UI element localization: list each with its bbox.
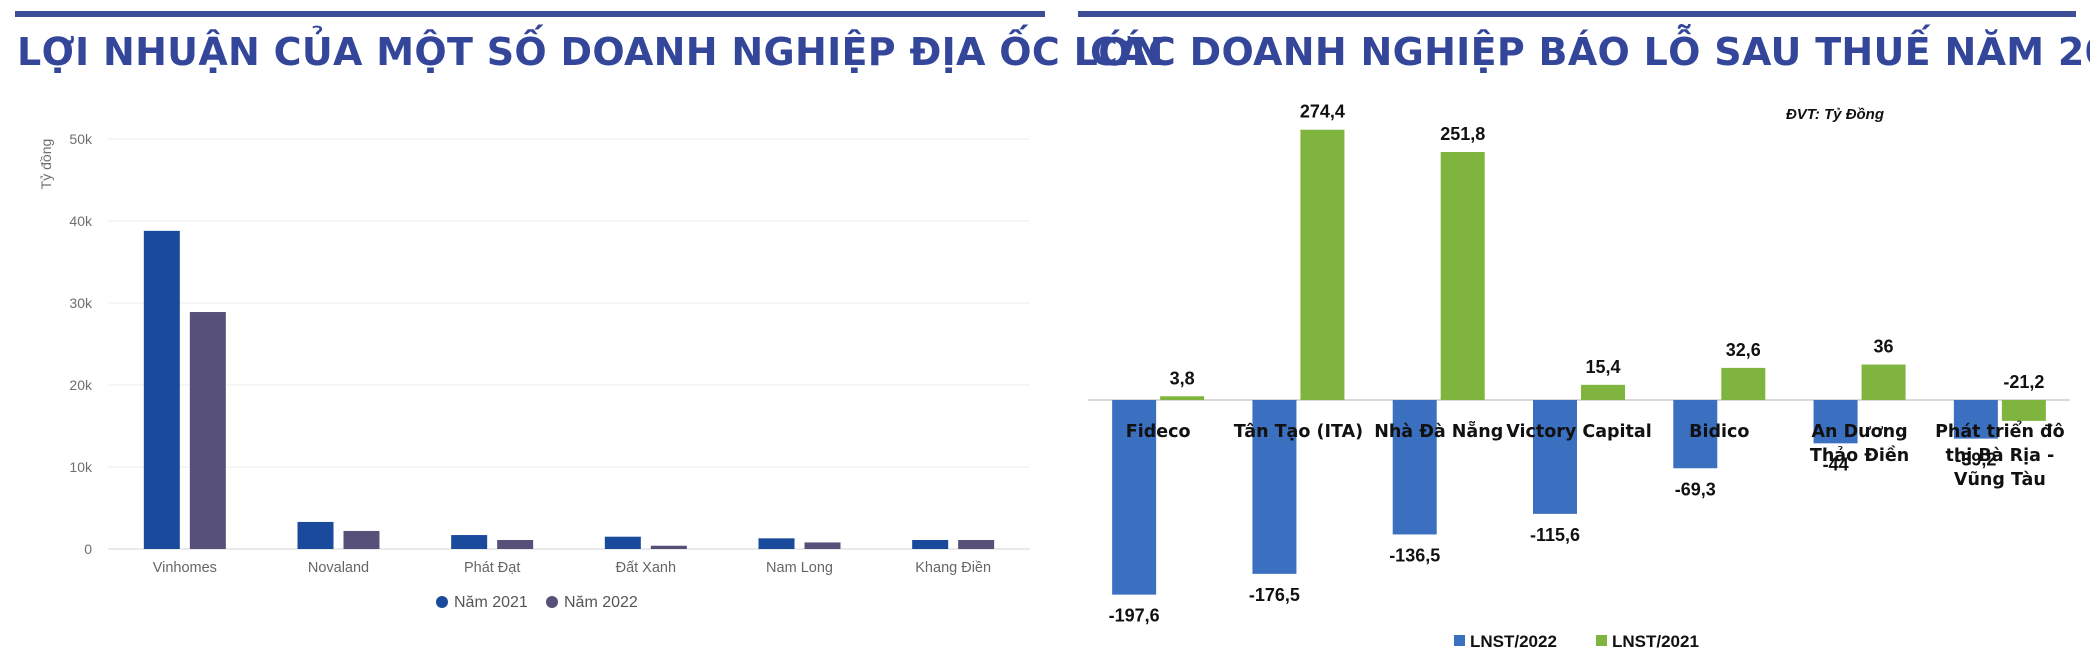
bar-lnst-2021-nha-da-nang — [1440, 151, 1485, 400]
legend-label: Năm 2021 — [454, 594, 528, 611]
y-tick-label: 50k — [69, 131, 93, 147]
bar-nam-2021-novaland — [297, 521, 334, 549]
x-tick-label: Phát Đạt — [464, 560, 520, 576]
x-tick-label: Đất Xanh — [616, 560, 676, 576]
legend-label: LNST/2022 — [1470, 632, 1557, 651]
bar-lnst-2022-victory-capital — [1533, 400, 1577, 514]
x-tick-label: Vinhomes — [153, 560, 217, 576]
data-label: -39,2 — [1955, 450, 1996, 470]
data-label: 3,8 — [1170, 368, 1195, 388]
bar-lnst-2021-tan-tao-ita — [1300, 129, 1345, 400]
x-tick-label: thị Bà Rịa - — [1945, 446, 2054, 466]
bar-nam-2022-khang-dien — [958, 539, 995, 549]
left-chart-title: LỢI NHUẬN CỦA MỘT SỐ DOANH NGHIỆP ĐỊA ỐC… — [17, 30, 1164, 74]
x-tick-label: Nam Long — [766, 560, 833, 576]
bar-lnst-2021-phat-trien-do-thi-ba-ria-vung-tau — [2001, 400, 2046, 421]
data-label: -44 — [1823, 454, 1849, 474]
legend-marker-lnst-2021 — [1596, 635, 1607, 646]
bar-lnst-2022-phat-trien-do-thi-ba-ria-vung-tau — [1953, 400, 1998, 439]
bar-lnst-2022-fideco — [1112, 400, 1157, 595]
bar-lnst-2022-nha-da-nang — [1392, 400, 1437, 535]
data-label: -69,3 — [1675, 479, 1716, 499]
right-chart-title: CÁC DOANH NGHIỆP BÁO LỖ SAU THUẾ NĂM 202… — [1090, 30, 2090, 74]
data-label: -21,2 — [2003, 372, 2044, 392]
data-label: -197,6 — [1109, 606, 1160, 626]
legend-marker-nam-2022 — [546, 596, 558, 608]
x-tick-label: Victory Capital — [1506, 422, 1651, 442]
data-label: 15,4 — [1585, 357, 1620, 377]
bar-nam-2022-dat-xanh — [650, 545, 687, 549]
right-title-rule — [1078, 11, 2076, 17]
legend-label: Năm 2022 — [564, 594, 638, 611]
y-tick-label: 20k — [69, 377, 93, 393]
data-label: 274,4 — [1300, 102, 1345, 122]
y-tick-label: 40k — [69, 213, 93, 229]
bar-lnst-2022-an-duong-thao-dien — [1813, 400, 1858, 444]
y-tick-label: 10k — [69, 459, 93, 475]
x-tick-label: Bidico — [1689, 422, 1749, 442]
bar-lnst-2021-victory-capital — [1581, 384, 1625, 400]
x-tick-label: Khang Điền — [915, 560, 991, 576]
x-tick-label: An Dương — [1812, 422, 1908, 442]
bar-nam-2022-vinhomes — [189, 312, 226, 549]
bar-nam-2022-phat-dat — [497, 539, 534, 549]
bar-nam-2021-khang-dien — [912, 539, 949, 549]
legend-marker-lnst-2022 — [1454, 635, 1465, 646]
bar-nam-2021-dat-xanh — [604, 536, 641, 549]
data-label: -115,6 — [1530, 525, 1580, 545]
x-tick-label: Novaland — [308, 560, 369, 576]
legend-marker-nam-2021 — [436, 596, 448, 608]
bar-nam-2021-vinhomes — [143, 230, 180, 549]
bar-nam-2022-nam-long — [804, 542, 841, 549]
x-tick-label: Nhà Đà Nẵng — [1374, 420, 1503, 442]
legend-label: LNST/2021 — [1612, 632, 1699, 651]
x-tick-label: Thảo Điền — [1810, 445, 1909, 466]
data-label: 251,8 — [1440, 124, 1485, 144]
y-tick-label: 0 — [84, 541, 92, 557]
bar-lnst-2021-bidico — [1721, 367, 1766, 400]
y-tick-label: 30k — [69, 295, 93, 311]
data-label: -176,5 — [1249, 585, 1300, 605]
bar-lnst-2021-fideco — [1160, 396, 1205, 400]
x-tick-label: Fideco — [1126, 422, 1191, 442]
data-label: 32,6 — [1726, 340, 1761, 360]
data-label: 36 — [1874, 337, 1894, 357]
unit-label: ĐVT: Tỷ Đồng — [1786, 106, 1884, 123]
bar-nam-2021-nam-long — [758, 538, 795, 549]
x-tick-label: Phát triển đô — [1935, 420, 2065, 442]
left-chart: 0 10k 20k 30k 40k 50k Tỷ đồng Vinhomes Novaland P… — [38, 131, 1030, 611]
left-title-rule — [15, 11, 1045, 17]
y-axis-label: Tỷ đồng — [38, 139, 54, 190]
bar-lnst-2021-an-duong-thao-dien — [1861, 364, 1906, 400]
data-label: -136,5 — [1389, 545, 1440, 565]
bar-nam-2021-phat-dat — [451, 535, 488, 549]
x-tick-label: Tân Tạo (ITA) — [1234, 422, 1363, 442]
bar-lnst-2022-bidico — [1673, 400, 1718, 469]
bar-nam-2022-novaland — [343, 530, 380, 549]
bar-lnst-2022-tan-tao-ita — [1252, 400, 1297, 574]
x-tick-label: Vũng Tàu — [1954, 470, 2046, 490]
